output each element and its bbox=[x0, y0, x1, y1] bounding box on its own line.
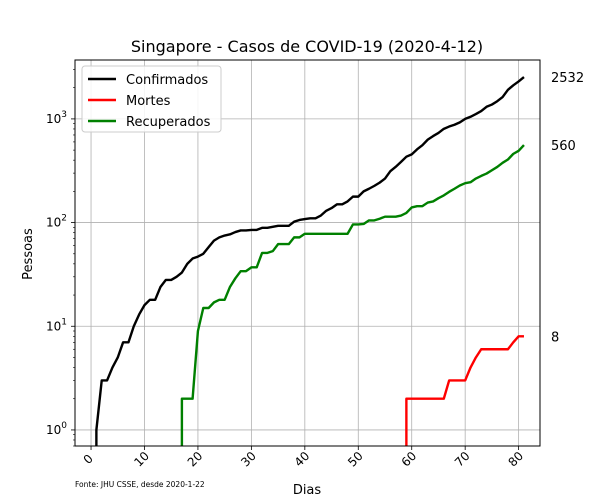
y-tick-label: 100 bbox=[46, 421, 67, 437]
y-tick-label: 101 bbox=[46, 317, 67, 333]
end-value-mortes: 8 bbox=[551, 330, 559, 345]
x-tick-label: 20 bbox=[185, 449, 206, 470]
x-axis-label: Dias bbox=[293, 483, 322, 498]
x-tick-label: 0 bbox=[81, 452, 96, 467]
chart-title: Singapore - Casos de COVID-19 (2020-4-12… bbox=[131, 37, 483, 56]
legend-label: Recuperados bbox=[126, 115, 211, 130]
x-tick-label: 60 bbox=[399, 449, 420, 470]
legend-label: Confirmados bbox=[126, 73, 208, 88]
legend-label: Mortes bbox=[126, 94, 171, 109]
x-tick-label: 40 bbox=[292, 449, 313, 470]
y-tick-label: 103 bbox=[46, 110, 67, 126]
x-tick-label: 80 bbox=[505, 449, 526, 470]
y-tick-label: 102 bbox=[46, 214, 67, 230]
series-line-mortes bbox=[405, 335, 524, 446]
end-value-recuperados: 560 bbox=[551, 139, 576, 154]
plot-area bbox=[95, 76, 525, 446]
source-footnote: Fonte: JHU CSSE, desde 2020-1-22 bbox=[75, 480, 205, 489]
end-labels: 2532 8 560 bbox=[551, 71, 584, 345]
series-line-confirmados bbox=[95, 76, 525, 446]
x-tick-label: 30 bbox=[238, 449, 259, 470]
x-tick-label: 70 bbox=[452, 449, 473, 470]
x-tick-label: 10 bbox=[131, 449, 152, 470]
plot-frame bbox=[74, 59, 541, 447]
series-line-recuperados bbox=[180, 144, 525, 446]
x-tick-label: 50 bbox=[345, 449, 366, 470]
legend-box bbox=[81, 65, 222, 133]
y-axis-label: Pessoas bbox=[21, 228, 36, 280]
end-value-confirmados: 2532 bbox=[551, 71, 584, 86]
legend: Confirmados Mortes Recuperados bbox=[81, 65, 222, 133]
